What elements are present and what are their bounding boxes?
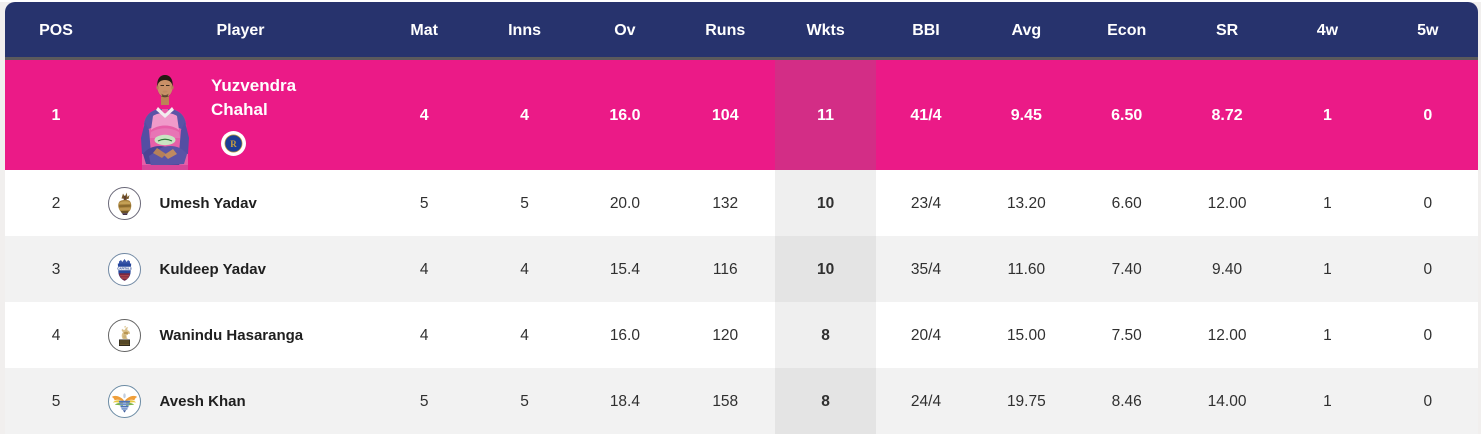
svg-text:R: R bbox=[230, 139, 237, 149]
svg-text:CAPITALS: CAPITALS bbox=[117, 266, 132, 270]
